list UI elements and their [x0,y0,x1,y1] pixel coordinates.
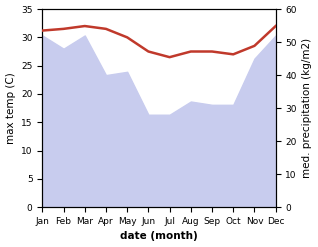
Y-axis label: med. precipitation (kg/m2): med. precipitation (kg/m2) [302,38,313,178]
Y-axis label: max temp (C): max temp (C) [5,72,16,144]
X-axis label: date (month): date (month) [120,231,198,242]
